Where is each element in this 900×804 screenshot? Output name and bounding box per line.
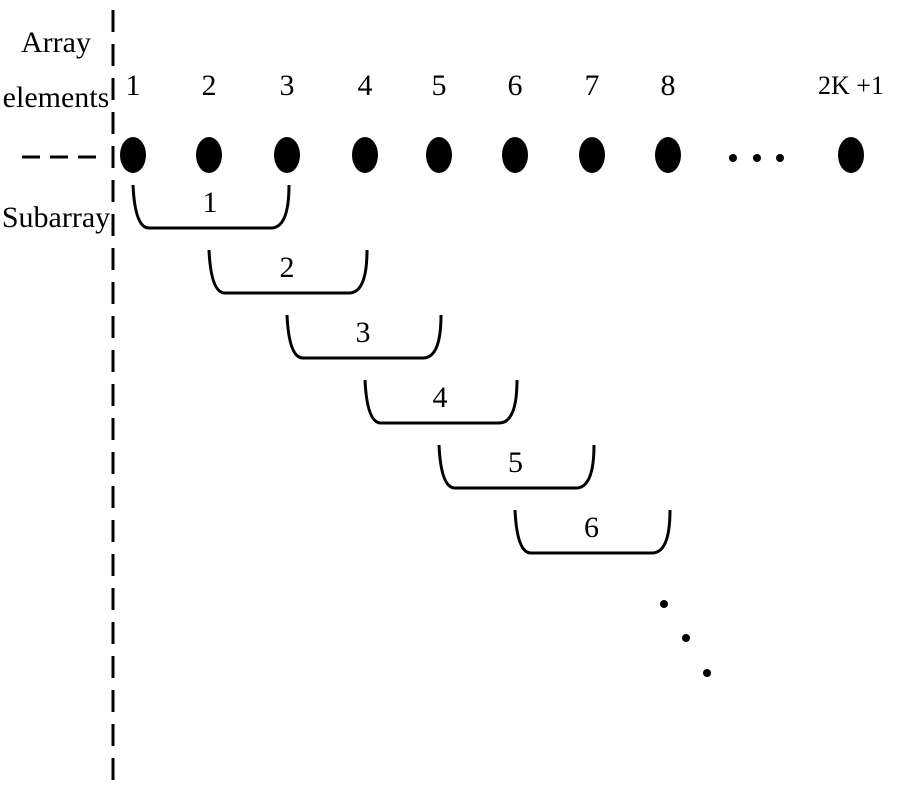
ellipsis-dot <box>660 600 668 608</box>
ellipsis-dot <box>703 669 711 677</box>
row-label: Subarray <box>2 201 110 234</box>
subarray-label: 2 <box>280 251 295 284</box>
row-label: elements <box>3 81 110 114</box>
array-element <box>838 137 864 173</box>
element-label: 8 <box>661 69 676 102</box>
element-label: 5 <box>432 69 447 102</box>
subarray-bracket <box>285 314 443 360</box>
subarray-label: 1 <box>203 186 218 219</box>
subarray-bracket <box>207 249 369 295</box>
element-label: 1 <box>126 69 141 102</box>
subarray-label: 6 <box>584 511 599 544</box>
element-label: 3 <box>280 69 295 102</box>
ellipsis-dot <box>753 154 761 162</box>
array-element <box>655 137 681 173</box>
ellipsis-dot <box>682 634 690 642</box>
element-label: 2 <box>202 69 217 102</box>
element-label: 7 <box>585 69 600 102</box>
array-element <box>352 137 378 173</box>
ellipsis-dot <box>776 154 784 162</box>
array-element <box>502 137 528 173</box>
subarray-bracket <box>437 444 596 490</box>
subarray-bracket <box>131 184 291 230</box>
array-element <box>274 137 300 173</box>
subarray-label: 5 <box>508 446 523 479</box>
element-label: 6 <box>508 69 523 102</box>
element-label: 2K +1 <box>818 71 884 100</box>
array-element <box>120 137 146 173</box>
array-element <box>426 137 452 173</box>
ellipsis-dot <box>729 154 737 162</box>
row-label: Array <box>21 26 91 59</box>
array-element <box>579 137 605 173</box>
subarray-bracket <box>513 509 672 555</box>
array-element <box>196 137 222 173</box>
element-label: 4 <box>358 69 373 102</box>
subarray-bracket <box>363 379 519 425</box>
subarray-label: 3 <box>356 316 371 349</box>
subarray-label: 4 <box>433 381 448 414</box>
